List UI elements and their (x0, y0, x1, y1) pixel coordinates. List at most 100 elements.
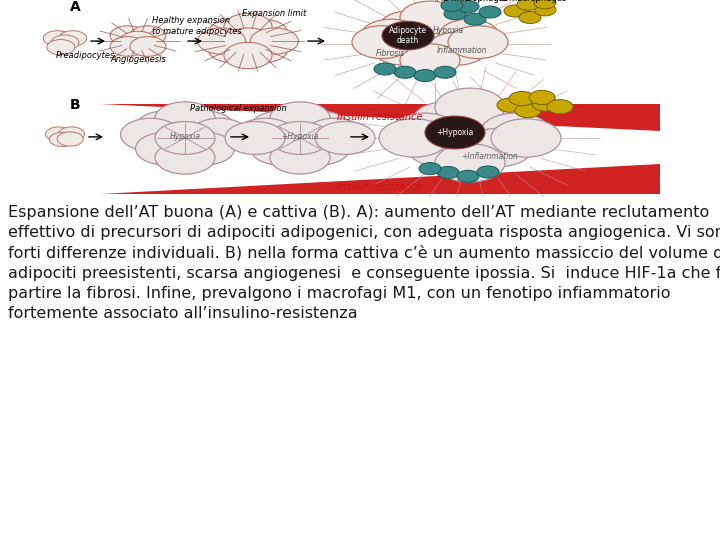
Circle shape (497, 98, 523, 112)
Circle shape (444, 8, 466, 19)
Circle shape (361, 19, 421, 52)
Circle shape (504, 5, 526, 17)
Circle shape (448, 26, 508, 58)
Circle shape (413, 102, 482, 140)
Circle shape (251, 28, 298, 54)
Circle shape (437, 166, 459, 179)
Circle shape (547, 100, 573, 114)
Circle shape (374, 63, 396, 75)
Text: Pathological expansion: Pathological expansion (190, 104, 287, 113)
Circle shape (224, 28, 272, 54)
Circle shape (479, 6, 501, 18)
Circle shape (305, 118, 364, 151)
Circle shape (419, 163, 441, 174)
Circle shape (529, 90, 555, 105)
Circle shape (270, 122, 330, 154)
Circle shape (155, 141, 215, 174)
Circle shape (208, 19, 256, 46)
Circle shape (289, 111, 349, 144)
Circle shape (400, 1, 460, 34)
Circle shape (45, 127, 71, 141)
Circle shape (480, 113, 551, 151)
Circle shape (434, 66, 456, 78)
Circle shape (373, 32, 433, 65)
Circle shape (208, 37, 256, 63)
Circle shape (155, 102, 215, 134)
Circle shape (47, 39, 75, 55)
Text: Inflammation: Inflammation (437, 46, 487, 55)
Circle shape (135, 132, 196, 165)
Circle shape (120, 31, 156, 51)
Circle shape (189, 118, 250, 151)
Circle shape (59, 31, 86, 46)
Text: Expansion limit: Expansion limit (242, 9, 306, 18)
Circle shape (379, 11, 439, 44)
Text: Fibrosis: Fibrosis (375, 49, 405, 58)
Circle shape (251, 132, 310, 165)
Circle shape (110, 26, 146, 45)
Text: M1 macrophages: M1 macrophages (494, 0, 566, 3)
Circle shape (477, 166, 499, 178)
Circle shape (435, 144, 505, 182)
Text: +Inflammation: +Inflammation (462, 152, 518, 160)
Circle shape (421, 11, 481, 44)
Circle shape (379, 119, 449, 157)
Circle shape (458, 102, 528, 140)
Text: Preadipocytes: Preadipocytes (56, 51, 115, 60)
Text: M2 macrophages: M2 macrophages (436, 0, 508, 3)
Polygon shape (100, 164, 660, 194)
Circle shape (414, 70, 436, 82)
Circle shape (224, 14, 272, 40)
Circle shape (382, 22, 434, 50)
Circle shape (457, 1, 479, 12)
Text: Hypoxia: Hypoxia (433, 25, 464, 35)
Circle shape (130, 37, 166, 56)
Circle shape (427, 32, 487, 65)
Circle shape (352, 26, 412, 58)
Circle shape (251, 111, 310, 144)
Text: Adipocyte
death: Adipocyte death (389, 26, 427, 45)
Text: Insulin resistance: Insulin resistance (337, 181, 423, 192)
Circle shape (315, 122, 375, 154)
Circle shape (110, 37, 146, 56)
Circle shape (517, 0, 539, 10)
Circle shape (197, 28, 246, 54)
Circle shape (235, 118, 295, 151)
Circle shape (155, 122, 215, 154)
Circle shape (534, 4, 556, 16)
Circle shape (57, 132, 84, 146)
Text: Healthy expansion
to mature adipocytes: Healthy expansion to mature adipocytes (152, 16, 242, 36)
Text: +Hypoxia: +Hypoxia (282, 132, 319, 141)
Circle shape (441, 0, 463, 11)
Circle shape (425, 116, 485, 149)
Circle shape (491, 119, 561, 157)
Text: +Hypoxia: +Hypoxia (436, 128, 474, 137)
Circle shape (515, 104, 541, 118)
Circle shape (51, 35, 79, 50)
Circle shape (270, 141, 330, 174)
Circle shape (174, 111, 235, 144)
Text: Angiogenesis: Angiogenesis (110, 55, 166, 64)
Circle shape (509, 91, 535, 106)
Circle shape (270, 102, 330, 134)
Circle shape (463, 129, 533, 167)
Circle shape (224, 42, 272, 69)
Circle shape (534, 0, 556, 9)
Circle shape (174, 132, 235, 165)
Circle shape (43, 31, 71, 46)
Circle shape (135, 111, 196, 144)
Circle shape (407, 129, 477, 167)
Circle shape (464, 13, 486, 25)
Text: Insulin resistance: Insulin resistance (337, 112, 423, 122)
Text: Espansione dell’AT buona (A) e cattiva (B). A): aumento dell’AT mediante recluta: Espansione dell’AT buona (A) e cattiva (… (8, 205, 720, 321)
Circle shape (240, 37, 287, 63)
Text: A: A (70, 0, 81, 14)
Circle shape (225, 122, 285, 154)
Circle shape (130, 26, 166, 45)
Circle shape (435, 88, 505, 126)
Circle shape (400, 44, 460, 77)
Text: B: B (70, 98, 81, 112)
Circle shape (289, 132, 349, 165)
Circle shape (58, 127, 84, 141)
Circle shape (439, 19, 499, 52)
